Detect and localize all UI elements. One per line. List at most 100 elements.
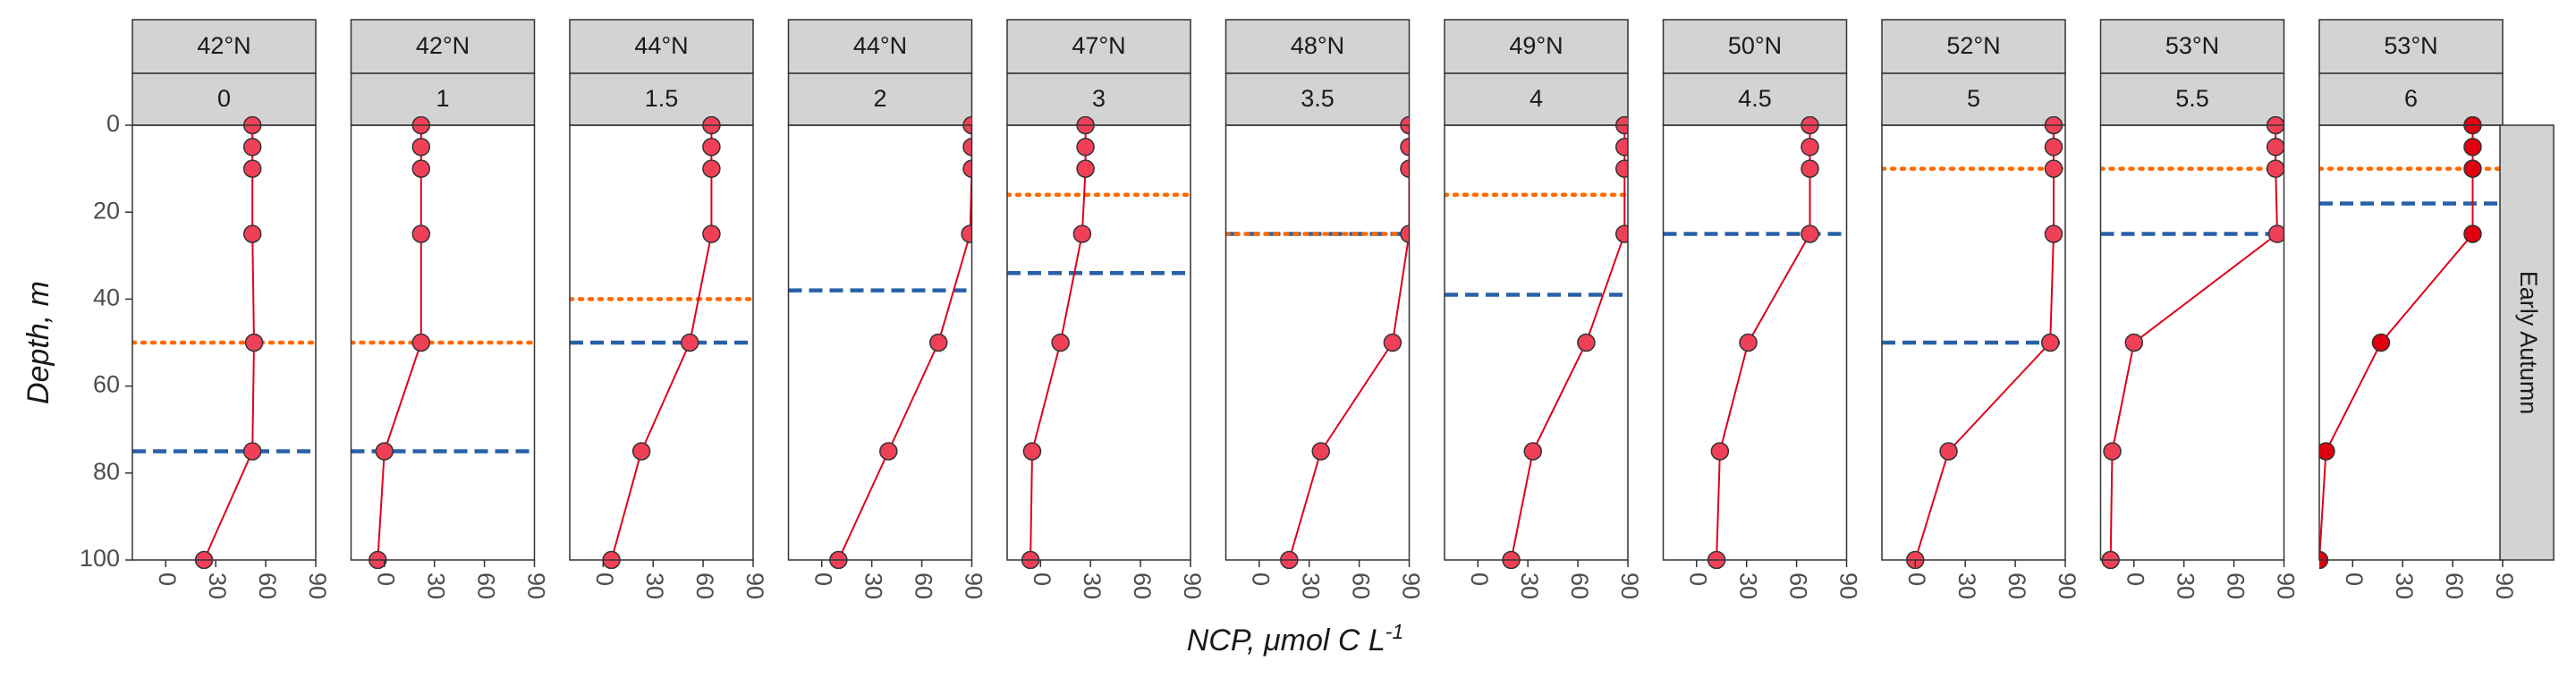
- ncp-profile-line: [2319, 125, 2474, 561]
- data-point: [375, 442, 394, 461]
- strip-label-box: [569, 72, 754, 126]
- y-axis-labels: 0 20 40 60 80 100: [80, 110, 132, 572]
- strip-panel-label: 5.5: [2175, 85, 2209, 112]
- x-tick-label: 30: [1516, 572, 1543, 599]
- strip-label-box: [787, 72, 973, 126]
- row-strip-label: Early Autumn: [2515, 271, 2542, 415]
- data-point: [2266, 159, 2284, 178]
- panel-6: 48°N 3.5 0 30 60 90: [1224, 19, 1424, 599]
- panel-plot-area: [2319, 116, 2503, 569]
- x-tick-label: 90: [2491, 572, 2518, 599]
- x-tick-label: 0: [1029, 572, 1055, 586]
- strip-latitude-label: 48°N: [1291, 32, 1344, 59]
- panel-frame: [2099, 124, 2285, 561]
- x-tick-label: 0: [1903, 572, 1930, 586]
- panel-frame: [1881, 124, 2066, 561]
- data-point: [2040, 333, 2060, 352]
- data-point: [962, 138, 972, 157]
- strip-panel-label: 3: [1092, 85, 1106, 112]
- y-tick-label: 0: [106, 110, 120, 137]
- x-tick-label: 30: [860, 572, 887, 599]
- panel-2: 42°N 1 0 30 60 90: [350, 19, 549, 599]
- strip-label-box: [1881, 72, 2066, 126]
- panel-plot-area: [788, 116, 972, 569]
- strip-latitude-box: [569, 19, 754, 74]
- data-point: [1051, 333, 1070, 352]
- row-strip-box: [2499, 124, 2555, 561]
- data-point: [1400, 138, 1410, 157]
- x-tick-label: 30: [1298, 572, 1325, 599]
- strip-latitude-label: 52°N: [1946, 32, 2000, 59]
- panel-plot-area: [1882, 116, 2065, 569]
- strip-panel-label: 1.5: [645, 85, 679, 112]
- x-tick-label: 30: [2173, 572, 2199, 599]
- data-point: [1022, 442, 1042, 461]
- strip-label-box: [1224, 72, 1411, 126]
- data-point: [928, 333, 948, 352]
- panel-plot-area: [1225, 116, 1410, 569]
- x-axis-title-superscript: -1: [1385, 620, 1403, 643]
- data-point: [1939, 442, 1958, 461]
- strip-latitude-label: 42°N: [197, 32, 250, 59]
- panel-plot-area: [570, 116, 753, 569]
- data-point: [2044, 225, 2063, 243]
- panel-frame: [569, 124, 754, 561]
- data-point: [1076, 159, 1095, 178]
- y-tick-label: 100: [80, 545, 120, 572]
- row-strip: Early Autumn: [2499, 124, 2555, 561]
- data-point: [1383, 333, 1402, 352]
- x-tick-label: 30: [1735, 572, 1762, 599]
- strip-latitude-box: [2318, 19, 2504, 74]
- data-point: [702, 138, 721, 157]
- x-tick-label: 0: [2123, 572, 2149, 586]
- x-tick-label: 90: [1179, 572, 1206, 599]
- x-tick-label: 60: [472, 572, 499, 599]
- y-tick-label: 40: [93, 284, 120, 311]
- strip-latitude-label: 53°N: [2165, 32, 2219, 59]
- x-tick-label: 30: [1953, 572, 1980, 599]
- x-tick-label: 90: [522, 572, 549, 599]
- data-point: [2267, 225, 2284, 243]
- ncp-profile-line: [1510, 125, 1626, 561]
- panel-frame: [1444, 124, 1629, 561]
- strip-latitude-box: [787, 19, 973, 74]
- data-point: [1739, 333, 1758, 352]
- panel-9: 52°N 5 0 30 60 90: [1881, 19, 2080, 599]
- strip-label-box: [2099, 72, 2285, 126]
- strip-panel-label: 4: [1530, 85, 1543, 112]
- x-tick-label: 30: [1079, 572, 1106, 599]
- x-tick-label: 90: [304, 572, 331, 599]
- panel-plot-area: [1007, 116, 1191, 569]
- data-point: [631, 442, 651, 461]
- strip-latitude-box: [131, 19, 317, 74]
- x-tick-label: 0: [1466, 572, 1493, 586]
- data-point: [2463, 159, 2482, 178]
- strip-latitude-box: [1224, 19, 1411, 74]
- data-point: [2319, 442, 2335, 461]
- x-tick-label: 60: [1566, 572, 1593, 599]
- data-point: [879, 442, 898, 461]
- strip-panel-label: 5: [1967, 85, 1980, 112]
- strip-latitude-box: [1444, 19, 1629, 74]
- data-point: [1577, 333, 1596, 352]
- strip-latitude-label: 49°N: [1509, 32, 1563, 59]
- x-tick-label: 0: [373, 572, 400, 586]
- data-point: [242, 138, 262, 157]
- data-point: [242, 442, 262, 461]
- panel-frame: [1662, 124, 1848, 561]
- x-tick-label: 30: [641, 572, 668, 599]
- strip-panel-label: 0: [217, 85, 231, 112]
- panel-frame: [131, 124, 317, 561]
- x-tick-label: 60: [691, 572, 718, 599]
- panel-3: 44°N 1.5 0 30 60 90: [569, 19, 768, 599]
- x-tick-label: 30: [204, 572, 231, 599]
- panel-5: 47°N30 30 60 90: [1006, 19, 1206, 599]
- panel-frame: [2318, 124, 2504, 561]
- data-point: [1615, 159, 1628, 178]
- x-axis-title-main: NCP, μmol C L: [1187, 623, 1385, 657]
- data-point: [2044, 138, 2063, 157]
- x-tick-label: 90: [1616, 572, 1643, 599]
- strip-latitude-label: 42°N: [416, 32, 470, 59]
- data-point: [2266, 138, 2284, 157]
- panel-10: 53°N 5.5 0 30 60 90: [2099, 19, 2299, 599]
